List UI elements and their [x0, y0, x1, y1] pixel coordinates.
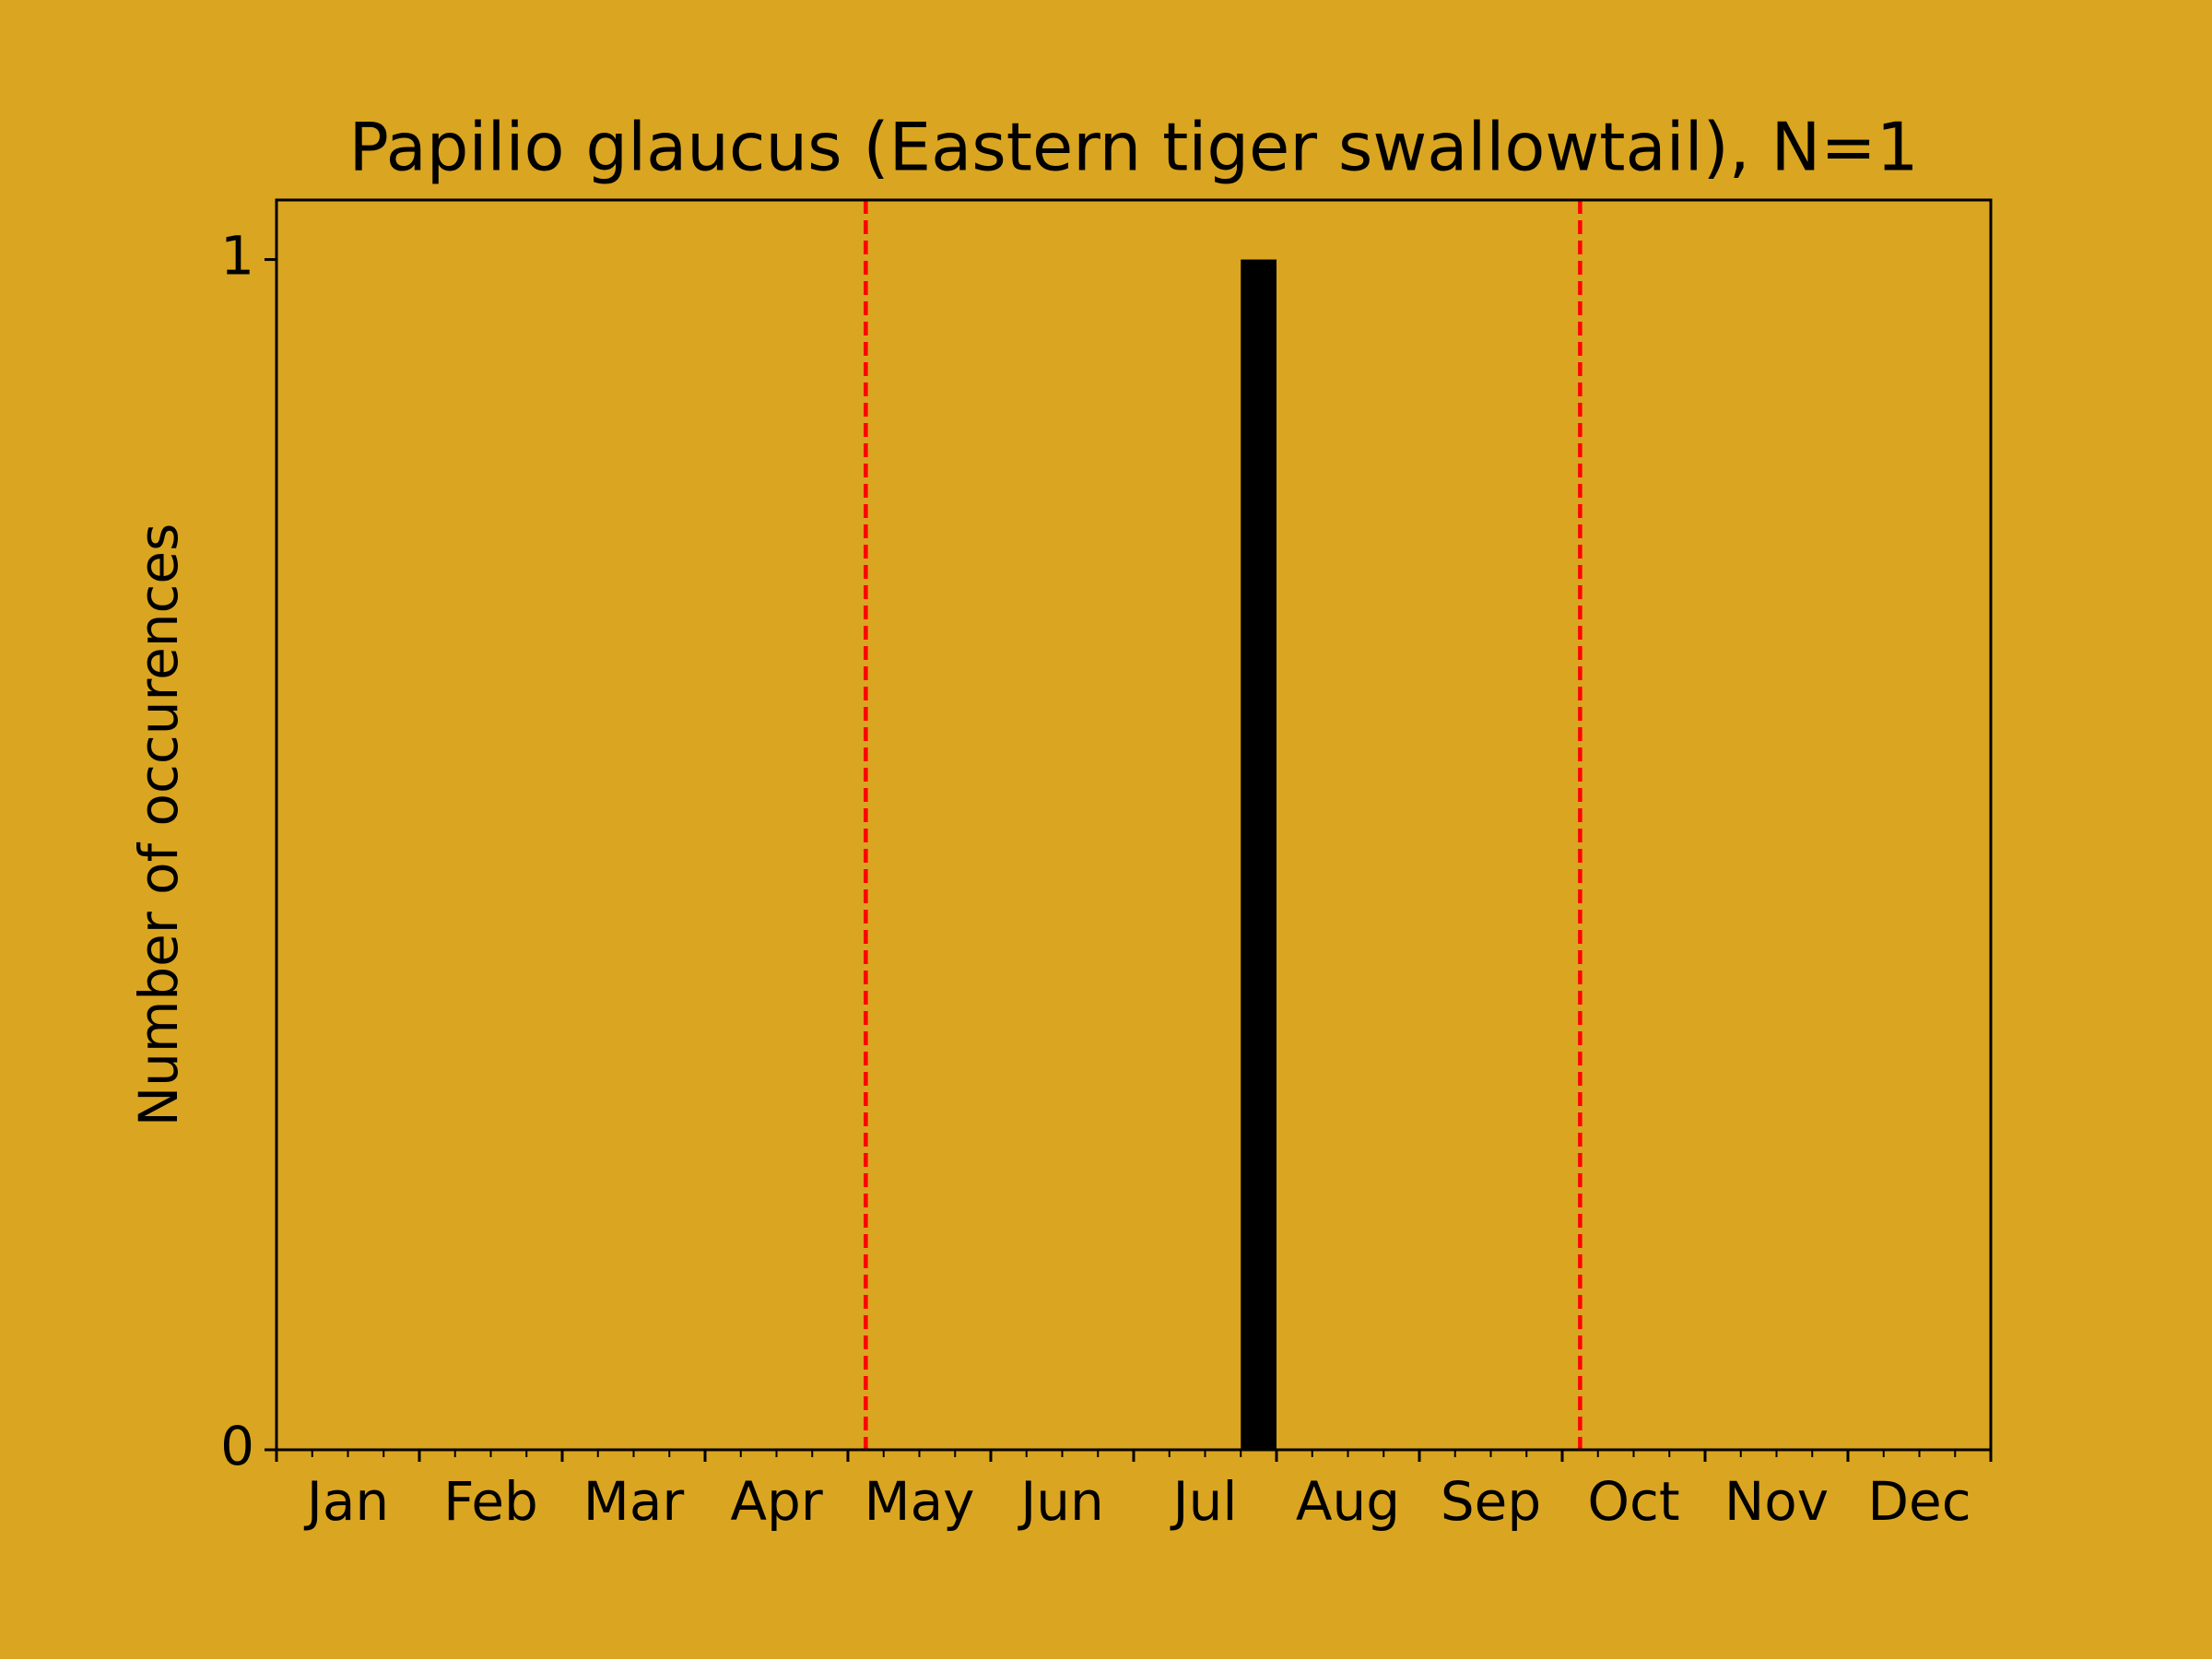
x-tick-label: Mar	[583, 1470, 685, 1533]
x-tick-label: Jun	[1018, 1470, 1104, 1533]
x-tick-label: May	[865, 1470, 975, 1533]
bar	[1241, 259, 1277, 1451]
x-tick-label: Jan	[304, 1470, 389, 1533]
y-axis-label: Number of occurences	[127, 524, 190, 1127]
chart-title: Papilio glaucus (Eastern tiger swallowta…	[348, 109, 1918, 186]
x-tick-label: Nov	[1724, 1470, 1829, 1533]
x-tick-label: Aug	[1296, 1470, 1400, 1533]
x-tick-label: Apr	[730, 1470, 822, 1533]
x-tick-label: Sep	[1441, 1470, 1541, 1533]
y-tick-label: 0	[220, 1415, 254, 1477]
y-tick-label: 1	[220, 225, 254, 288]
x-tick-label: Jul	[1171, 1470, 1238, 1533]
x-tick-label: Feb	[443, 1470, 538, 1533]
x-tick-label: Dec	[1867, 1470, 1971, 1533]
x-tick-label: Oct	[1587, 1470, 1679, 1533]
